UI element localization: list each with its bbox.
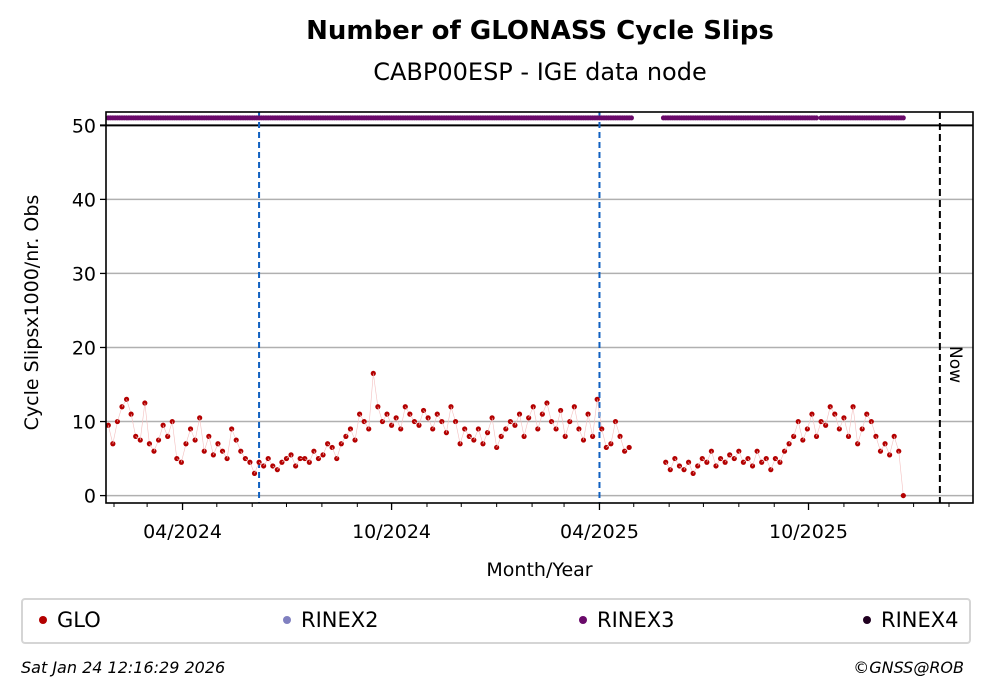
glo-connector xyxy=(400,406,406,430)
glo-data-point xyxy=(219,448,226,454)
chart-title: Number of GLONASS Cycle Slips xyxy=(306,16,774,46)
glo-data-point xyxy=(229,426,235,432)
glo-data-point xyxy=(146,441,153,447)
glo-data-point xyxy=(626,444,632,451)
y-tick-label: 50 xyxy=(72,115,96,137)
glo-connector xyxy=(889,436,895,455)
x-tick-label: 04/2024 xyxy=(143,521,222,543)
glo-connector xyxy=(555,410,561,430)
glo-connector xyxy=(354,414,360,441)
glo-data-point xyxy=(900,492,906,499)
glo-connector xyxy=(523,417,529,437)
x-tick-label: 10/2025 xyxy=(769,521,848,543)
y-tick-label: 20 xyxy=(72,337,96,359)
y-tick-label: 0 xyxy=(84,486,96,508)
y-axis-label: Cycle Slipsx1000/nr. Obs xyxy=(21,195,43,431)
glo-connector xyxy=(797,421,804,441)
glo-data-point xyxy=(187,426,194,432)
glo-data-point xyxy=(206,433,212,439)
legend-label: RINEX3 xyxy=(597,608,675,632)
glo-data-point xyxy=(165,433,171,439)
rinex3-data-point xyxy=(628,115,634,121)
glo-connector xyxy=(368,373,374,429)
glo-connector xyxy=(811,414,817,437)
legend-item-rinex4: RINEX4 xyxy=(863,608,959,632)
glo-data-point xyxy=(178,459,184,465)
glo-connector xyxy=(848,406,854,437)
glo-connector xyxy=(199,417,205,452)
legend: GLO RINEX2 RINEX3 RINEX4 xyxy=(21,598,971,644)
glo-data-point xyxy=(155,437,162,443)
y-tick-label: 30 xyxy=(72,263,96,285)
glo-connector xyxy=(898,451,904,496)
y-tick-label: 40 xyxy=(72,189,96,211)
legend-label: RINEX4 xyxy=(881,608,959,632)
glo-connector xyxy=(843,417,849,437)
rinex3-data-point xyxy=(814,115,820,121)
x-tick-label: 10/2024 xyxy=(352,521,431,543)
glo-connector xyxy=(852,406,858,444)
glo-connector xyxy=(455,421,461,444)
glo-connector xyxy=(596,399,603,429)
rinex2-marker-icon xyxy=(283,616,291,624)
glo-connector xyxy=(208,436,214,455)
y-tick-label: 10 xyxy=(72,412,96,434)
glo-connector xyxy=(574,406,580,430)
glo-connector xyxy=(583,414,589,441)
plot-frame xyxy=(105,111,974,504)
glo-connector xyxy=(226,428,232,459)
rinex4-marker-icon xyxy=(863,616,871,624)
legend-label: GLO xyxy=(57,608,101,632)
glo-connector xyxy=(144,402,150,444)
legend-label: RINEX2 xyxy=(301,608,379,632)
chart-subtitle: CABP00ESP - IGE data node xyxy=(373,58,707,86)
glo-connector xyxy=(372,373,379,407)
x-axis-label: Month/Year xyxy=(486,559,592,581)
glo-connector xyxy=(519,414,525,437)
glo-connector xyxy=(592,399,598,437)
glo-connector xyxy=(601,428,607,448)
glo-connector xyxy=(139,402,146,441)
glo-connector xyxy=(181,443,187,463)
glo-connector xyxy=(171,421,178,459)
x-tick-label: 04/2025 xyxy=(560,521,639,543)
rinex3-marker-icon xyxy=(579,616,587,624)
glo-connector xyxy=(491,417,497,448)
glo-data-point xyxy=(215,441,221,447)
rinex3-data-point xyxy=(900,115,906,121)
glo-connector xyxy=(130,414,136,437)
glo-connector xyxy=(194,417,200,441)
now-label: Now xyxy=(945,346,965,383)
glo-connector xyxy=(532,406,539,430)
glo-connector xyxy=(107,425,114,444)
glo-data-point xyxy=(247,459,253,465)
legend-item-rinex2: RINEX2 xyxy=(283,608,379,632)
glo-data-point xyxy=(238,448,244,454)
glo-connector xyxy=(446,406,452,433)
legend-item-glo: GLO xyxy=(39,608,101,632)
glo-connector xyxy=(587,414,593,437)
glo-connector xyxy=(610,421,616,444)
glo-data-point xyxy=(197,415,203,421)
legend-item-rinex3: RINEX3 xyxy=(579,608,675,632)
glo-connector xyxy=(825,406,831,426)
glo-connector xyxy=(112,421,118,444)
glo-marker-icon xyxy=(39,616,47,624)
glo-connector xyxy=(546,402,552,422)
timestamp: Sat Jan 24 12:16:29 2026 xyxy=(21,658,226,677)
credit: ©GNSS@ROB xyxy=(853,658,964,677)
glo-connector xyxy=(560,410,566,437)
